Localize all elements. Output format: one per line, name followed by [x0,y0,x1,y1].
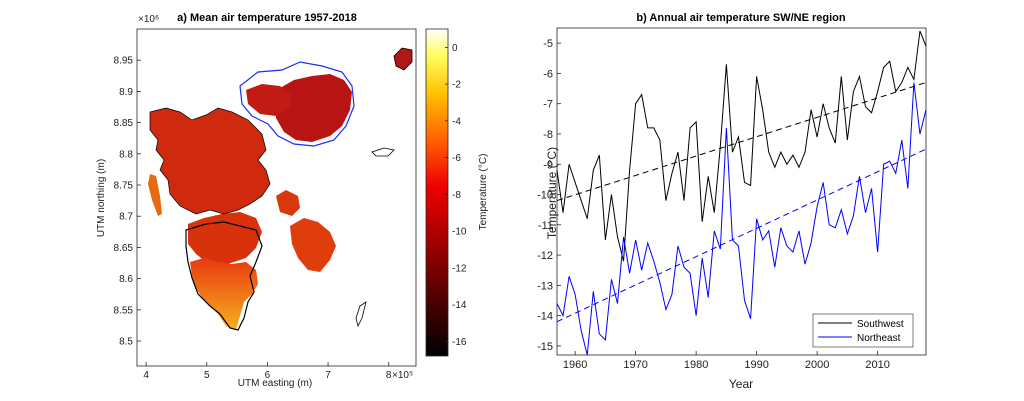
map-y-tick-label: 8.85 [114,118,134,129]
map-y-tick-label: 8.55 [114,305,134,316]
map-y-tick-label: 8.7 [119,212,133,223]
map-y-tick-label: 8.5 [119,337,133,348]
line-x-tick-label: 1960 [563,359,587,371]
colorbar-tick-label: -10 [452,227,467,238]
spitsbergen-north-land [150,108,270,214]
line-x-tick-label: 2010 [865,359,889,371]
small-islands-outline [371,147,395,157]
northeast-series-line [556,82,927,356]
line-y-tick-label: -5 [543,38,553,50]
map-x-tick-label: 8 [386,370,392,381]
line-y-tick-label: -8 [543,129,553,141]
edgeoya-land [290,218,336,272]
line-y-axis-label: Temperature (°C) [545,147,559,239]
line-ticks: 1960 1970 1980 1990 2000 2010 -5 -6 -7 -8 -9 -10 -11… [537,38,890,371]
map-x-tick-label: 5 [204,370,210,381]
colorbar-label: Temperature (°C) [478,154,489,231]
line-x-tick-label: 1970 [623,359,647,371]
line-y-tick-label: -6 [543,68,553,80]
line-y-tick-label: -9 [543,159,553,171]
spitsbergen-middle-land [188,212,262,266]
svalbard-landmass [148,48,412,330]
line-axes-box [556,27,927,356]
line-x-tick-label: 1990 [744,359,768,371]
spitsbergen-south-land [190,258,258,330]
map-x-axis-label: UTM easting (m) [238,378,312,389]
barentsoya-land [276,190,300,216]
line-y-tick-label: -12 [537,250,553,262]
colorbar-tick-label: -6 [452,153,461,164]
legend-southwest-label: Southwest [857,319,904,330]
colorbar-ticks: 0 -2 -4 -6 -8 -10 -12 -14 -16 [445,43,467,348]
line-x-axis-label: Year [729,377,753,391]
legend: Southwest Northeast [812,313,914,348]
line-y-tick-label: -11 [538,220,553,232]
southwest-region-outline [185,221,263,331]
map-y-axis-label: UTM northing (m) [96,159,107,237]
kvitoya-land [394,48,412,70]
map-y-tick-label: 8.9 [119,87,133,98]
northeast-region-outline [239,61,355,147]
map-x-tick-label: 6 [265,370,271,381]
line-chart-panel: b) Annual air temperature SW/NE region 1… [537,12,927,391]
line-chart-title: b) Annual air temperature SW/NE region [636,12,846,24]
map-x-tick-label: 7 [325,370,331,381]
line-marks [556,30,927,356]
map-y-tick-label: 8.65 [114,243,134,254]
map-x-exponent: ×10⁵ [392,370,413,381]
colorbar-tick-label: -4 [452,116,461,127]
line-x-tick-label: 1980 [684,359,708,371]
line-x-tick-label: 2000 [805,359,829,371]
map-y-tick-label: 8.95 [114,56,134,67]
prins-karls-forland-land [148,174,162,216]
nordaustlandet-land [276,74,352,142]
map-y-tick-label: 8.6 [119,274,133,285]
northwest-island-land [246,84,292,116]
map-ticks: 4 5 6 7 8 8.5 8.55 8.6 8.65 8.7 8.75 8.8 8.85 8.9 8.95 [114,56,392,381]
kvitoya-outline [393,47,413,71]
map-title: a) Mean air temperature 1957-2018 [177,12,357,24]
line-y-tick-label: -7 [543,99,553,111]
line-y-tick-label: -13 [537,280,553,292]
colorbar-tick-label: 0 [452,43,458,54]
line-y-tick-label: -14 [537,311,553,323]
map-y-tick-label: 8.75 [114,181,134,192]
map-y-tick-label: 8.8 [119,149,133,160]
colorbar-tick-label: -14 [452,300,467,311]
line-y-tick-label: -10 [537,190,553,202]
map-y-exponent: ×10⁶ [138,14,159,25]
line-y-tick-label: -15 [537,341,553,353]
colorbar-tick-label: -12 [452,263,467,274]
colorbar-tick-label: -2 [452,80,461,91]
legend-northeast-label: Northeast [857,333,901,344]
colorbar [425,28,449,357]
map-x-tick-label: 4 [143,370,149,381]
map-panel: a) Mean air temperature 1957-2018 4 5 6 7 8 8… [96,12,489,389]
hopen-outline [355,301,367,328]
southwest-series-line [556,30,927,262]
colorbar-tick-label: -16 [452,337,467,348]
west-coast-outline [149,107,271,215]
legend-box [812,313,914,348]
colorbar-tick-label: -8 [452,190,461,201]
northeast-trend-line [556,148,927,323]
